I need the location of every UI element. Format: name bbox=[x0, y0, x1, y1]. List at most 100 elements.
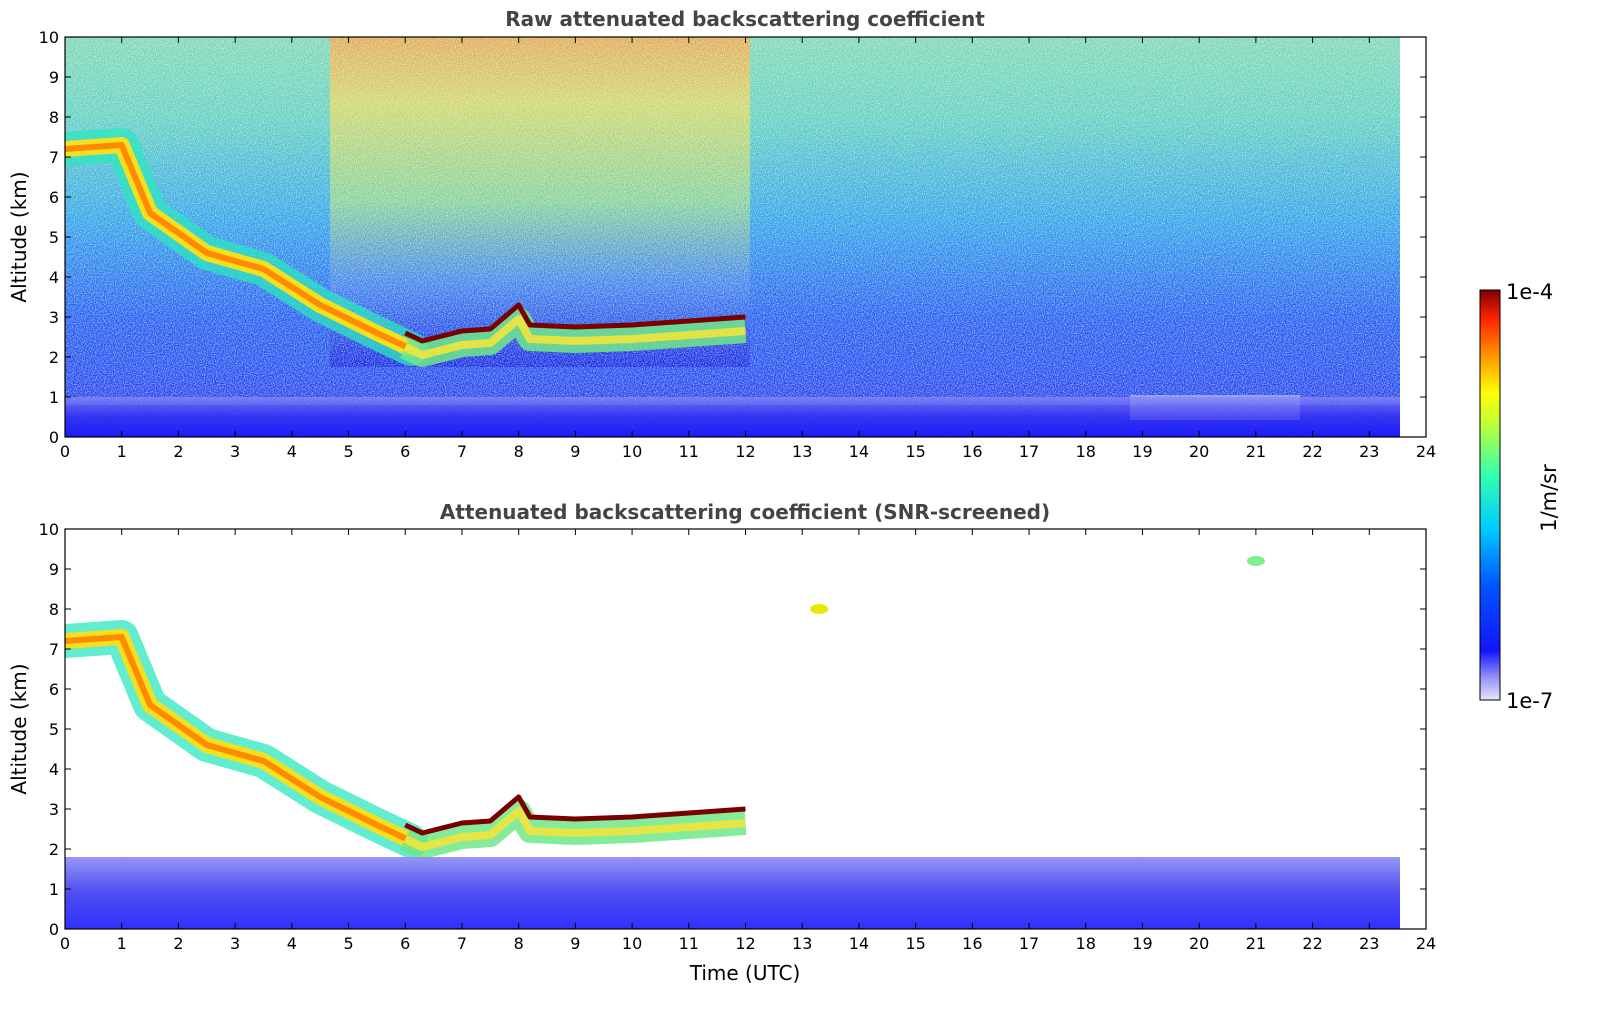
x-tick-label: 17 bbox=[1019, 442, 1039, 461]
y-tick-label: 8 bbox=[49, 600, 59, 619]
x-tick-label: 12 bbox=[735, 442, 755, 461]
x-tick-label: 17 bbox=[1019, 934, 1039, 953]
x-tick-label: 18 bbox=[1076, 442, 1096, 461]
raw-ticks: 0 1 2 3 4 5 6 7 8 9 10 11 12 13 14 15 16 17 18 19 20 21 22 23 24… bbox=[39, 28, 1437, 461]
x-tick-label: 3 bbox=[230, 934, 240, 953]
x-tick-label: 20 bbox=[1189, 442, 1209, 461]
x-tick-label: 19 bbox=[1132, 442, 1152, 461]
y-tick-label: 5 bbox=[49, 228, 59, 247]
screened-ticks: 0 1 2 3 4 5 6 7 8 9 10 11 12 13 14 15 16 17 18 19 20 21 22 23 24… bbox=[39, 520, 1437, 953]
y-tick-label: 9 bbox=[49, 68, 59, 87]
y-tick-label: 0 bbox=[49, 920, 59, 939]
colorbar-unit-label: 1/m/sr bbox=[1537, 464, 1561, 532]
x-tick-label: 2 bbox=[173, 442, 183, 461]
x-tick-label: 15 bbox=[905, 934, 925, 953]
x-tick-label: 15 bbox=[905, 442, 925, 461]
raw-heatmap bbox=[65, 37, 1400, 437]
cirrus-peak bbox=[65, 634, 414, 844]
x-tick-label: 10 bbox=[622, 442, 642, 461]
raw-ylabel: Altitude (km) bbox=[7, 171, 31, 302]
y-tick-label: 1 bbox=[49, 880, 59, 899]
x-tick-label: 7 bbox=[457, 934, 467, 953]
x-tick-label: 0 bbox=[60, 934, 70, 953]
x-tick-label: 16 bbox=[962, 442, 982, 461]
x-tick-label: 11 bbox=[679, 934, 699, 953]
x-tick-label: 18 bbox=[1076, 934, 1096, 953]
x-tick-label: 6 bbox=[400, 934, 410, 953]
isolated-cloud-mark bbox=[1246, 556, 1265, 566]
y-tick-label: 1 bbox=[49, 388, 59, 407]
cloud-mid-signal bbox=[403, 807, 746, 851]
y-tick-label: 4 bbox=[49, 760, 59, 779]
screened-xlabel: Time (UTC) bbox=[689, 961, 801, 985]
y-tick-label: 10 bbox=[39, 520, 59, 539]
cloud-mid-signal bbox=[403, 315, 746, 359]
x-tick-label: 3 bbox=[230, 442, 240, 461]
x-tick-label: 14 bbox=[849, 934, 869, 953]
raw-title: Raw attenuated backscattering coefficien… bbox=[505, 7, 985, 31]
x-tick-label: 8 bbox=[514, 934, 524, 953]
raw-features bbox=[65, 128, 1400, 437]
y-tick-label: 6 bbox=[49, 680, 59, 699]
y-tick-label: 7 bbox=[49, 148, 59, 167]
x-tick-label: 13 bbox=[792, 442, 812, 461]
cloud-top-saturated bbox=[404, 302, 746, 344]
x-tick-label: 21 bbox=[1246, 442, 1266, 461]
x-tick-label: 6 bbox=[400, 442, 410, 461]
y-tick-label: 2 bbox=[49, 348, 59, 367]
y-tick-label: 5 bbox=[49, 720, 59, 739]
y-tick-label: 3 bbox=[49, 308, 59, 327]
x-tick-label: 1 bbox=[117, 934, 127, 953]
screened-features bbox=[65, 556, 1400, 929]
x-tick-label: 24 bbox=[1416, 934, 1436, 953]
y-tick-label: 6 bbox=[49, 188, 59, 207]
boundary-layer-band bbox=[65, 397, 1400, 437]
screened-panel: Attenuated backscattering coefficient (S… bbox=[7, 500, 1436, 985]
x-tick-label: 4 bbox=[287, 442, 297, 461]
raw-speckle bbox=[65, 37, 1400, 437]
boundary-layer-band bbox=[65, 857, 1400, 929]
x-tick-label: 13 bbox=[792, 934, 812, 953]
x-tick-label: 4 bbox=[287, 934, 297, 953]
x-tick-label: 23 bbox=[1359, 442, 1379, 461]
x-tick-label: 24 bbox=[1416, 442, 1436, 461]
x-tick-label: 7 bbox=[457, 442, 467, 461]
raw-panel: Raw attenuated backscattering coefficien… bbox=[7, 7, 1436, 461]
colorbar-gradient bbox=[1479, 289, 1501, 701]
y-tick-label: 4 bbox=[49, 268, 59, 287]
y-tick-label: 0 bbox=[49, 428, 59, 447]
x-tick-label: 23 bbox=[1359, 934, 1379, 953]
y-tick-label: 3 bbox=[49, 800, 59, 819]
x-tick-label: 9 bbox=[570, 442, 580, 461]
x-tick-label: 11 bbox=[679, 442, 699, 461]
x-tick-label: 22 bbox=[1302, 934, 1322, 953]
x-tick-label: 9 bbox=[570, 934, 580, 953]
x-tick-label: 5 bbox=[343, 934, 353, 953]
x-tick-label: 16 bbox=[962, 934, 982, 953]
y-tick-label: 9 bbox=[49, 560, 59, 579]
x-tick-label: 0 bbox=[60, 442, 70, 461]
x-tick-label: 12 bbox=[735, 934, 755, 953]
x-tick-label: 21 bbox=[1246, 934, 1266, 953]
x-tick-label: 10 bbox=[622, 934, 642, 953]
x-tick-label: 1 bbox=[117, 442, 127, 461]
y-tick-label: 10 bbox=[39, 28, 59, 47]
cloud-top-saturated bbox=[404, 794, 746, 836]
x-tick-label: 19 bbox=[1132, 934, 1152, 953]
colorbar: 1e-4 1e-7 1/m/sr bbox=[1479, 280, 1561, 713]
x-tick-label: 2 bbox=[173, 934, 183, 953]
x-tick-label: 8 bbox=[514, 442, 524, 461]
screened-title: Attenuated backscattering coefficient (S… bbox=[440, 500, 1050, 524]
colorbar-max-label: 1e-4 bbox=[1506, 280, 1553, 304]
y-tick-label: 2 bbox=[49, 840, 59, 859]
screened-ylabel: Altitude (km) bbox=[7, 663, 31, 794]
y-tick-label: 8 bbox=[49, 108, 59, 127]
x-tick-label: 22 bbox=[1302, 442, 1322, 461]
cirrus-peak bbox=[65, 142, 414, 352]
x-tick-label: 14 bbox=[849, 442, 869, 461]
colorbar-min-label: 1e-7 bbox=[1506, 689, 1553, 713]
y-tick-label: 7 bbox=[49, 640, 59, 659]
x-tick-label: 20 bbox=[1189, 934, 1209, 953]
screened-heatmap bbox=[65, 529, 1400, 929]
